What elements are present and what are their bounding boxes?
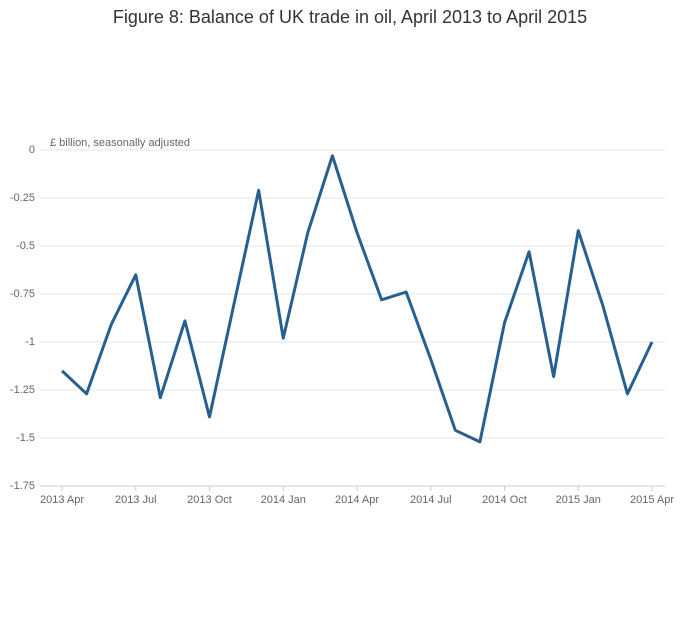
y-tick-label: -1.75 bbox=[10, 480, 35, 492]
y-tick-label: -1 bbox=[25, 336, 35, 348]
chart-title: Figure 8: Balance of UK trade in oil, Ap… bbox=[113, 7, 587, 27]
y-tick-label: -1.5 bbox=[16, 432, 35, 444]
y-tick-label: -0.25 bbox=[10, 192, 35, 204]
x-tick-label: 2013 Oct bbox=[187, 494, 232, 506]
x-tick-label: 2014 Oct bbox=[482, 494, 527, 506]
y-tick-label: -1.25 bbox=[10, 384, 35, 396]
x-tick-label: 2014 Jan bbox=[261, 494, 306, 506]
x-tick-label: 2015 Apr bbox=[630, 494, 674, 506]
x-tick-label: 2015 Jan bbox=[556, 494, 601, 506]
y-axis-label: £ billion, seasonally adjusted bbox=[50, 137, 190, 149]
x-tick-label: 2013 Apr bbox=[40, 494, 84, 506]
y-tick-label: -0.5 bbox=[16, 240, 35, 252]
y-tick-label: -0.75 bbox=[10, 288, 35, 300]
y-tick-label: 0 bbox=[29, 144, 35, 156]
x-tick-label: 2014 Apr bbox=[335, 494, 379, 506]
data-line bbox=[60, 154, 654, 444]
x-tick-label: 2013 Jul bbox=[115, 494, 157, 506]
x-tick-label: 2014 Jul bbox=[410, 494, 452, 506]
